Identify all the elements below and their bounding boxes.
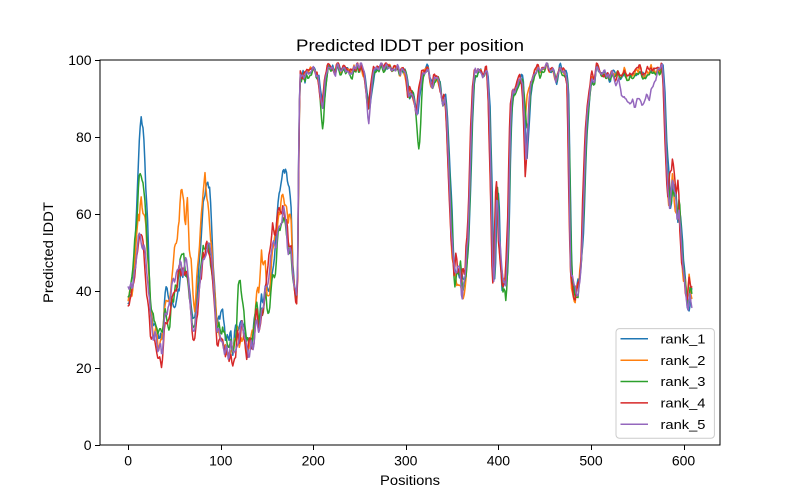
svg-text:rank_4: rank_4 [661, 396, 706, 411]
svg-text:Predicted lDDT: Predicted lDDT [41, 202, 56, 303]
svg-text:Predicted lDDT per position: Predicted lDDT per position [296, 36, 524, 55]
svg-text:500: 500 [579, 453, 603, 469]
svg-text:rank_5: rank_5 [661, 417, 706, 432]
svg-text:100: 100 [68, 52, 92, 68]
svg-text:300: 300 [394, 453, 418, 469]
svg-text:400: 400 [487, 453, 511, 469]
svg-text:600: 600 [672, 453, 696, 469]
svg-text:0: 0 [124, 453, 132, 469]
svg-text:rank_1: rank_1 [661, 332, 706, 347]
svg-text:20: 20 [76, 360, 92, 376]
svg-text:rank_2: rank_2 [661, 353, 706, 368]
svg-text:rank_3: rank_3 [661, 374, 706, 389]
svg-text:40: 40 [76, 283, 92, 299]
svg-text:200: 200 [302, 453, 326, 469]
svg-text:60: 60 [76, 206, 92, 222]
svg-text:Positions: Positions [380, 473, 440, 488]
svg-text:0: 0 [84, 437, 92, 453]
svg-text:80: 80 [76, 129, 92, 145]
svg-text:100: 100 [209, 453, 233, 469]
